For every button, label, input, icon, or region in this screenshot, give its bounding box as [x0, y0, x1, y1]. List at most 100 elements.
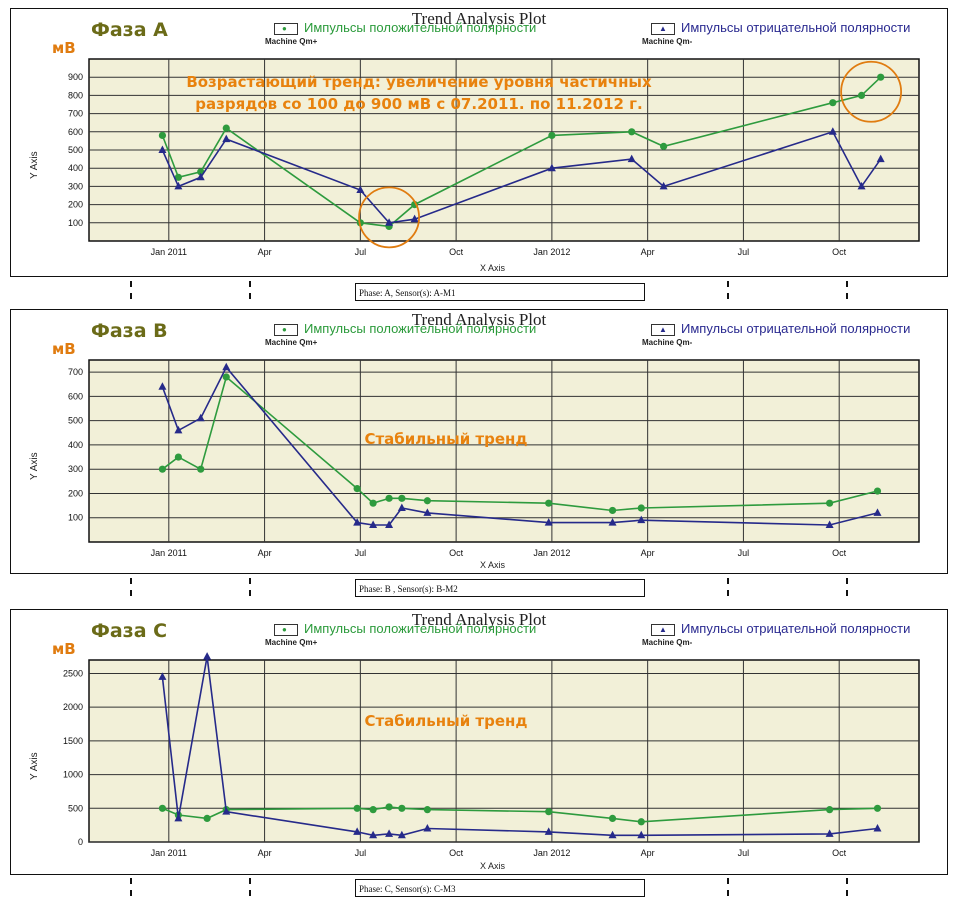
data-point-negative — [369, 520, 378, 529]
x-tick-label: Jan 2012 — [533, 548, 570, 558]
data-point-negative — [608, 830, 617, 839]
x-tick-label: Jan 2011 — [151, 548, 187, 558]
data-point-negative — [828, 127, 837, 135]
data-point-positive — [158, 131, 167, 140]
legend-negative: ▲ Machine Qm- Импульсы отрицательной поляр… — [642, 321, 911, 347]
data-point-positive — [545, 808, 553, 816]
x-tick-label: Apr — [258, 247, 272, 257]
phase-label: Фаза В — [91, 320, 168, 342]
separator-dash — [846, 878, 848, 896]
data-point-negative — [369, 830, 378, 839]
data-point-negative — [547, 163, 556, 172]
data-point-positive — [222, 124, 230, 132]
data-point-negative — [222, 134, 231, 143]
data-point-positive — [369, 499, 377, 507]
data-point-negative — [857, 181, 866, 190]
trend-annotation: Стабильный тренд — [364, 430, 528, 448]
series-line-negative — [161, 656, 878, 837]
data-point-negative — [356, 185, 365, 194]
legend-positive-sub: Machine Qm+ — [265, 637, 318, 647]
x-axis-label: X Axis — [480, 861, 506, 871]
data-point-negative — [423, 824, 432, 832]
sensor-caption: Phase: B , Sensor(s): B-M2 — [355, 579, 645, 597]
highlight-circle — [358, 186, 420, 249]
y-tick-label: 500 — [68, 803, 83, 813]
legend-positive-sub: Machine Qm+ — [265, 337, 318, 347]
separator-dash — [130, 281, 132, 299]
data-point-negative — [876, 154, 885, 163]
trend-annotation: Возрастающий тренд: увеличение уровня ча… — [186, 73, 652, 113]
legend-positive-sub: Machine Qm+ — [265, 36, 318, 46]
y-tick-label: 600 — [68, 127, 83, 137]
x-tick-label: Oct — [449, 247, 464, 257]
data-point-positive — [548, 131, 556, 140]
chart-title: Trend Analysis Plot — [411, 310, 547, 329]
legend-negative-sub: Machine Qm- — [642, 337, 693, 347]
chart-panel-c: Trend Analysis Plot Фаза С мВ ● Machine Q… — [10, 609, 948, 875]
x-tick-label: Jul — [738, 548, 750, 558]
y-tick-label: 700 — [68, 367, 83, 377]
x-tick-label: Jan 2012 — [533, 247, 570, 257]
data-point-negative — [544, 518, 553, 526]
data-point-negative — [174, 813, 183, 822]
unit-label: мВ — [52, 340, 76, 358]
legend-negative: ▲ Machine Qm- Импульсы отрицательной поляр… — [642, 621, 911, 647]
legend-positive: ● Machine Qm+ Импульсы положительной поляр… — [265, 20, 537, 46]
y-tick-label: 300 — [68, 464, 83, 474]
x-tick-label: Apr — [258, 548, 272, 558]
legend-negative-label: Импульсы отрицательной полярности — [681, 321, 911, 336]
data-point-positive — [608, 506, 617, 515]
x-tick-label: Jan 2011 — [151, 247, 187, 257]
y-tick-label: 400 — [68, 163, 83, 173]
highlight-circle — [840, 60, 903, 123]
y-tick-label: 600 — [68, 391, 83, 401]
x-tick-label: Oct — [832, 247, 847, 257]
data-point-positive — [369, 806, 377, 814]
y-tick-label: 0 — [78, 837, 83, 847]
x-tick-label: Jul — [738, 247, 750, 257]
y-tick-label: 500 — [68, 416, 83, 426]
x-tick-label: Apr — [641, 548, 655, 558]
x-tick-label: Jan 2012 — [533, 848, 570, 858]
data-point-positive — [158, 804, 167, 812]
y-tick-label: 700 — [68, 109, 83, 119]
data-point-negative — [825, 829, 834, 837]
separator-dash — [249, 281, 251, 299]
data-point-positive — [174, 453, 182, 461]
data-point-positive — [873, 487, 882, 495]
data-point-negative — [353, 518, 362, 526]
data-point-positive — [857, 91, 866, 99]
y-tick-label: 800 — [68, 90, 83, 100]
data-point-positive — [174, 173, 182, 181]
data-point-positive — [826, 806, 834, 814]
y-tick-label: 500 — [68, 145, 83, 155]
x-tick-label: Jul — [355, 848, 367, 858]
data-point-positive — [353, 485, 361, 493]
legend-positive-label: Импульсы положительной полярности — [304, 621, 537, 636]
data-point-positive — [608, 814, 617, 823]
series-line-positive — [161, 375, 878, 512]
legend-negative-label: Импульсы отрицательной полярности — [681, 621, 911, 636]
y-tick-label: 100 — [68, 513, 83, 523]
data-point-negative — [627, 154, 636, 163]
separator-dash — [249, 878, 251, 896]
data-point-positive — [873, 804, 882, 812]
series-line-negative — [161, 365, 878, 526]
x-tick-label: Oct — [832, 548, 847, 558]
data-point-negative — [385, 520, 394, 529]
data-point-positive — [628, 128, 636, 136]
x-axis-label: X Axis — [480, 263, 506, 273]
data-point-negative — [222, 362, 231, 371]
data-point-positive — [660, 142, 668, 150]
data-point-negative — [353, 827, 362, 835]
phase-label: Фаза С — [91, 620, 168, 642]
data-point-positive — [398, 494, 406, 502]
data-point-negative — [397, 830, 406, 839]
data-point-positive — [637, 818, 645, 826]
separator-dash — [727, 578, 729, 596]
y-tick-label: 200 — [68, 488, 83, 498]
legend-negative-sub: Machine Qm- — [642, 36, 693, 46]
data-point-positive — [826, 499, 834, 507]
legend-positive-label: Импульсы положительной полярности — [304, 321, 537, 336]
separator-dash — [727, 878, 729, 896]
